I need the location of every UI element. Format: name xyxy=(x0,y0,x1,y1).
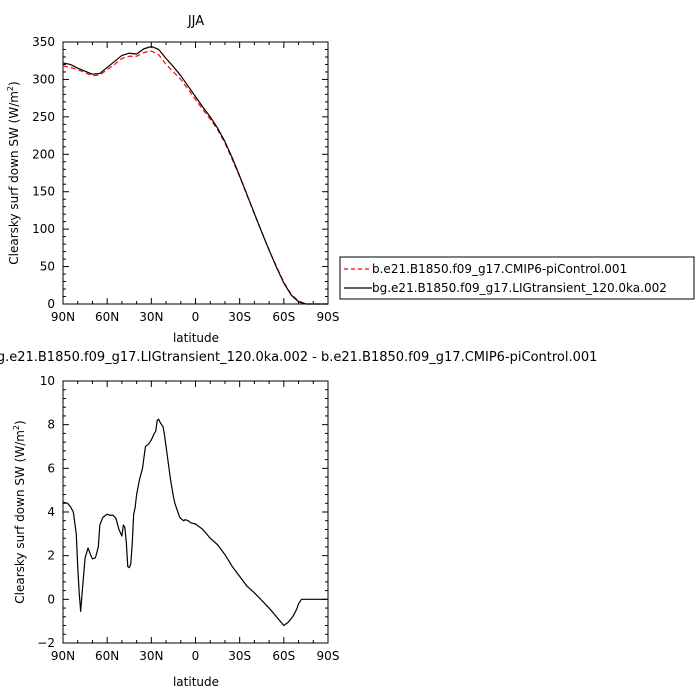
bottom-chart-ylabel-tail: ) xyxy=(13,420,27,425)
bottom-plot-frame xyxy=(62,380,329,644)
top-chart-series xyxy=(62,45,328,305)
bottom-chart: bg.e21.B1850.f09_g17.LIGtransient_120.0k… xyxy=(0,350,597,689)
legend-label-control: b.e21.B1850.f09_g17.CMIP6-piControl.001 xyxy=(372,262,627,276)
legend: b.e21.B1850.f09_g17.CMIP6-piControl.001 … xyxy=(339,256,695,300)
bottom-chart-ytick-label: −2 xyxy=(37,636,55,650)
top-chart-ylabel-sup: 2 xyxy=(6,86,15,91)
top-chart-series-line-1 xyxy=(62,45,328,305)
top-chart-ytick-label: 100 xyxy=(32,222,55,236)
bottom-chart-ticks: 90N 60N 30N 0 30S 60S 90S −2 0 2 4 6 8 10 xyxy=(37,374,339,663)
bottom-chart-xtick-label: 60S xyxy=(272,649,295,663)
bottom-chart-ytick-label: 4 xyxy=(47,505,55,519)
top-chart-xtick-label: 90S xyxy=(317,310,340,324)
top-chart-ylabel-main: Clearsky surf down SW (W/m xyxy=(7,91,21,265)
bottom-chart-ylabel-main: Clearsky surf down SW (W/m xyxy=(13,430,27,604)
bottom-chart-xtick-label: 60N xyxy=(95,649,119,663)
top-chart-title: JJA xyxy=(187,14,204,29)
bottom-chart-xlabel: latitude xyxy=(173,675,219,689)
top-plot-frame xyxy=(62,41,329,305)
top-chart-ytick-label: 300 xyxy=(32,72,55,86)
bottom-chart-ytick-label: 0 xyxy=(47,592,55,606)
bottom-chart-xtick-label: 90S xyxy=(317,649,340,663)
top-chart-ytick-label: 200 xyxy=(32,147,55,161)
top-chart-series-line-0 xyxy=(62,50,328,305)
top-chart-ytick-label: 50 xyxy=(40,260,55,274)
bottom-chart-ylabel: Clearsky surf down SW (W/m2) xyxy=(12,420,27,603)
bottom-chart-xtick-label: 90N xyxy=(51,649,75,663)
bottom-chart-ytick-label: 8 xyxy=(47,418,55,432)
legend-label-lig: bg.e21.B1850.f09_g17.LIGtransient_120.0k… xyxy=(372,281,667,295)
top-chart-xtick-label: 90N xyxy=(51,310,75,324)
top-chart-xtick-label: 30N xyxy=(139,310,163,324)
bottom-chart-ytick-label: 6 xyxy=(47,461,55,475)
top-chart-xtick-label: 30S xyxy=(228,310,251,324)
top-chart-ytick-label: 350 xyxy=(32,35,55,49)
bottom-chart-xtick-label: 0 xyxy=(192,649,200,663)
top-chart-ytick-label: 250 xyxy=(32,110,55,124)
top-chart: JJA 90N 60N 30N 0 30S 60S 90S 0 50 100 150 200 250 30… xyxy=(6,14,695,345)
top-chart-ytick-label: 0 xyxy=(47,297,55,311)
top-chart-ytick-label: 150 xyxy=(32,185,55,199)
top-chart-ylabel-tail: ) xyxy=(7,81,21,86)
top-chart-xtick-label: 0 xyxy=(192,310,200,324)
bottom-chart-ytick-label: 2 xyxy=(47,549,55,563)
top-chart-ticks: 90N 60N 30N 0 30S 60S 90S 0 50 100 150 200 250 300 350 xyxy=(32,35,339,324)
bottom-chart-xtick-label: 30N xyxy=(139,649,163,663)
bottom-chart-title: bg.e21.B1850.f09_g17.LIGtransient_120.0k… xyxy=(0,350,597,365)
top-chart-xlabel: latitude xyxy=(173,331,219,345)
bottom-chart-ytick-label: 10 xyxy=(40,374,55,388)
bottom-chart-series xyxy=(62,418,328,627)
top-chart-xtick-label: 60N xyxy=(95,310,119,324)
top-chart-ylabel: Clearsky surf down SW (W/m2) xyxy=(6,81,21,264)
legend-box xyxy=(339,256,695,300)
bottom-chart-series-line-0 xyxy=(62,418,328,627)
bottom-chart-xtick-label: 30S xyxy=(228,649,251,663)
bottom-chart-ylabel-sup: 2 xyxy=(12,425,21,430)
top-chart-xtick-label: 60S xyxy=(272,310,295,324)
